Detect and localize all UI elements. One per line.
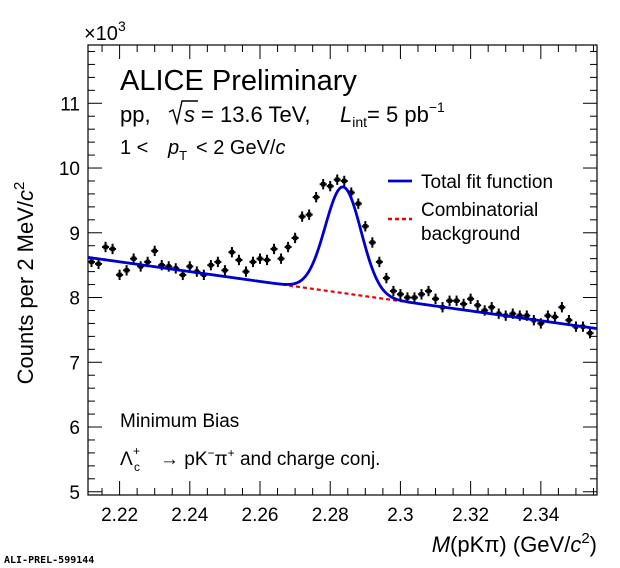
data-point	[277, 253, 285, 264]
data-point	[488, 302, 496, 313]
data-point	[298, 211, 306, 222]
data-point	[235, 254, 243, 266]
x-tick-label: 2.26	[242, 505, 279, 526]
data-point	[467, 293, 475, 304]
data-point	[424, 285, 433, 297]
legend-background-label: Combinatorial	[421, 200, 538, 221]
plot-frame	[87, 44, 598, 496]
data-point	[361, 221, 369, 232]
x-tick-label: 2.22	[101, 505, 138, 526]
svg-text:c: c	[134, 460, 140, 474]
y-tick-label: 11	[60, 94, 80, 115]
data-point	[95, 258, 103, 270]
x-axis-label: M(pKπ) (GeV/c2)	[432, 530, 597, 557]
x-tick-label: 2.28	[312, 505, 349, 526]
y-tick-label: 6	[69, 418, 80, 439]
data-point	[375, 256, 383, 268]
data-point	[284, 241, 292, 253]
y-multiplier: ×103	[84, 18, 126, 45]
data-point	[305, 209, 313, 220]
y-tick-label: 8	[69, 289, 80, 310]
axis-ticks	[88, 45, 597, 495]
data-point	[460, 298, 468, 310]
data-point	[382, 272, 390, 284]
svg-text:pT: pT	[167, 137, 187, 163]
data-point	[130, 253, 138, 264]
collision-info: pp, s = 13.6 TeV, Lint= 5 pb−1	[120, 99, 445, 130]
data-point	[368, 237, 376, 248]
data-point	[221, 265, 229, 276]
legend-background-label-line2: background	[421, 224, 520, 245]
data-point	[102, 241, 110, 253]
data-point	[417, 289, 425, 300]
y-axis-label: Counts per 2 MeV/c2	[11, 182, 38, 385]
data-point	[333, 174, 341, 185]
svg-text:→ pK−π+ and charge conj.: → pK−π+ and charge conj.	[160, 446, 380, 470]
data-point	[270, 243, 278, 255]
trigger-label: Minimum Bias	[120, 411, 239, 432]
data-point	[109, 243, 117, 255]
axis-tick-labels: 2.22 2.24 2.26 2.28 2.3 2.32 2.34 5 6 7 8 9 10 11	[59, 94, 560, 526]
pt-range-label: 1 < pT < 2 GeV/c	[120, 137, 286, 163]
data-point	[396, 289, 404, 300]
data-point	[558, 302, 566, 313]
data-point	[326, 180, 334, 192]
x-tick-label: 2.32	[452, 505, 489, 526]
svg-text:1 <: 1 <	[120, 137, 148, 159]
data-point	[389, 285, 397, 297]
data-point	[354, 198, 362, 209]
data-point	[410, 292, 418, 303]
data-point	[214, 256, 222, 268]
x-tick-label: 2.34	[522, 505, 559, 526]
data-point	[256, 253, 264, 264]
y-tick-label: 5	[69, 483, 80, 504]
svg-text:+: +	[133, 444, 140, 458]
data-point	[446, 295, 454, 306]
y-tick-label: 7	[69, 353, 80, 374]
data-point	[228, 247, 236, 258]
total-fit-curve	[87, 185, 598, 330]
decay-channel-label: Λ + c → pK−π+ and charge conj.	[120, 444, 380, 474]
data-point	[116, 269, 124, 281]
data-point	[319, 179, 327, 190]
legend: Total fit function Combinatorial backgro…	[388, 172, 553, 245]
x-tick-label: 2.3	[387, 505, 413, 526]
svg-text:Lint= 5 pb−1: Lint= 5 pb−1	[340, 99, 445, 130]
data-point	[544, 310, 552, 321]
data-point	[123, 265, 131, 276]
svg-text:< 2 GeV/c: < 2 GeV/c	[196, 137, 286, 159]
sqrt-symbol	[168, 100, 198, 126]
data-point	[586, 327, 594, 339]
data-point	[207, 259, 215, 271]
svg-text:Λ: Λ	[120, 449, 133, 470]
data-point	[474, 300, 482, 311]
svg-text:pp,: pp,	[120, 102, 151, 127]
y-tick-label: 9	[69, 224, 80, 245]
data-point	[312, 191, 320, 203]
data-point	[551, 311, 559, 323]
figure-id-footer: ALI-PREL-599144	[4, 555, 94, 566]
data-point	[432, 293, 440, 304]
svg-text:= 13.6 TeV,: = 13.6 TeV,	[201, 102, 311, 127]
data-point	[340, 175, 348, 187]
data-point	[186, 261, 194, 272]
data-point	[249, 256, 257, 268]
data-point	[263, 254, 271, 266]
data-points-series	[88, 174, 594, 339]
data-point	[291, 232, 299, 244]
data-point	[242, 266, 250, 277]
x-tick-label: 2.24	[171, 505, 208, 526]
svg-text:s: s	[184, 102, 195, 127]
data-point	[453, 295, 461, 306]
experiment-label: ALICE Preliminary	[120, 65, 357, 97]
y-tick-label: 10	[59, 159, 80, 180]
legend-total-fit-label: Total fit function	[421, 172, 553, 193]
data-point	[151, 245, 159, 257]
